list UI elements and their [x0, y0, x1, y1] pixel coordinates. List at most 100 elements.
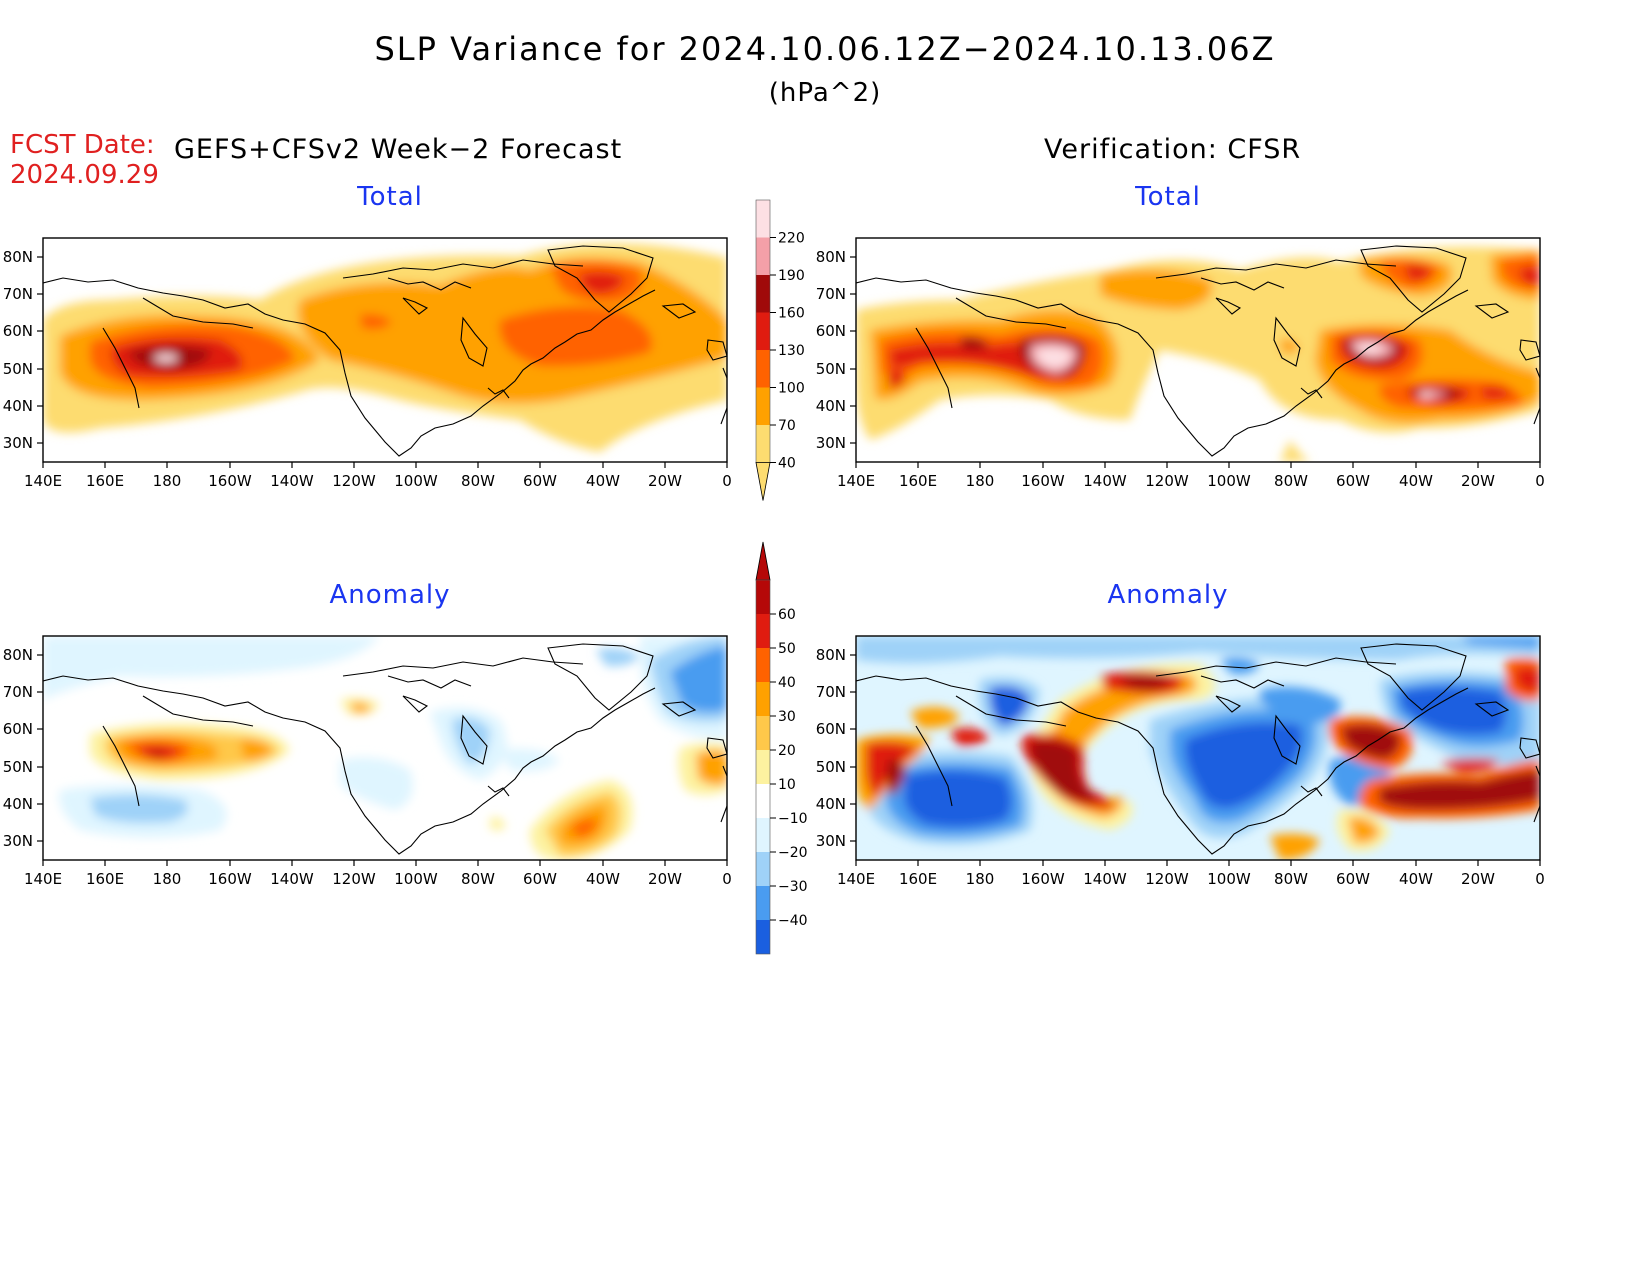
colorbar-swatch	[756, 716, 770, 750]
colorbar-label: 70	[778, 418, 796, 434]
fcst-label: FCST Date:	[10, 130, 155, 160]
lon-label: 100W	[394, 472, 438, 490]
lon-label: 140E	[837, 870, 875, 888]
lat-label: 70N	[816, 683, 846, 701]
lon-label: 20W	[1461, 472, 1495, 490]
lat-label: 50N	[3, 758, 33, 776]
lon-label: 160W	[208, 870, 252, 888]
lon-label: 20W	[648, 870, 682, 888]
forecast-anomaly-title: Anomaly	[329, 580, 451, 610]
lon-label: 140E	[837, 472, 875, 490]
colorbar-top-triangle	[755, 541, 771, 581]
lat-label: 50N	[3, 360, 33, 378]
lat-label: 60N	[816, 322, 846, 340]
lat-label: 80N	[816, 646, 846, 664]
lon-label: 140E	[24, 870, 62, 888]
lon-label: 120W	[332, 870, 376, 888]
lon-label: 160W	[1021, 870, 1065, 888]
colorbar-label: 60	[778, 607, 796, 623]
colorbar-label: 190	[778, 268, 805, 284]
colorbar-swatch	[756, 784, 770, 818]
colorbar-label: 10	[778, 777, 796, 793]
colorbar-total: 220 190 160 130 100 70 40	[755, 199, 805, 501]
lon-label: 0	[1535, 870, 1545, 888]
colorbar-swatch	[756, 237, 770, 275]
colorbar-anomaly: 60 50 40 30 20 10 −10 −20 −30 −40	[755, 541, 808, 955]
colorbar-label: 30	[778, 709, 796, 725]
lon-label: 20W	[648, 472, 682, 490]
lat-label: 70N	[3, 285, 33, 303]
lat-label: 60N	[3, 720, 33, 738]
lat-label: 50N	[816, 758, 846, 776]
lon-label: 140W	[1083, 870, 1127, 888]
colorbar-bottom-triangle	[755, 462, 771, 501]
lon-label: 140W	[1083, 472, 1127, 490]
units-label: (hPa^2)	[768, 78, 882, 108]
colorbar-label: −30	[778, 879, 808, 895]
colorbar-label: 130	[778, 343, 805, 359]
lon-label: 80W	[1274, 870, 1308, 888]
lat-label: 40N	[3, 795, 33, 813]
lat-label: 80N	[3, 248, 33, 266]
lon-label: 60W	[523, 870, 557, 888]
colorbar-swatch	[756, 614, 770, 648]
colorbar-swatch	[756, 425, 770, 463]
lon-label: 0	[1535, 472, 1545, 490]
lon-label: 60W	[1336, 870, 1370, 888]
lat-label: 40N	[3, 397, 33, 415]
lon-label: 160E	[899, 870, 937, 888]
lon-label: 80W	[461, 472, 495, 490]
colorbar-swatch	[756, 886, 770, 920]
colorbar-label: 220	[778, 231, 805, 247]
colorbar-swatch	[756, 200, 770, 238]
colorbar-swatch	[756, 312, 770, 350]
verification-total-map	[849, 237, 1541, 469]
fcst-date-label: FCST Date: 2024.09.29	[10, 130, 159, 190]
forecast-anomaly-map	[36, 635, 728, 867]
lon-label: 60W	[1336, 472, 1370, 490]
lat-label: 80N	[816, 248, 846, 266]
lon-label: 100W	[394, 870, 438, 888]
colorbar-label: 40	[778, 675, 796, 691]
lon-label: 100W	[1207, 472, 1251, 490]
colorbar-swatch	[756, 818, 770, 852]
colorbar-label: −20	[778, 845, 808, 861]
lon-label: 180	[153, 870, 182, 888]
lat-label: 30N	[3, 434, 33, 452]
colorbar-swatch	[756, 750, 770, 784]
lat-label: 30N	[3, 832, 33, 850]
colorbar-label: 40	[778, 456, 796, 472]
colorbar-outline	[755, 579, 771, 955]
forecast-total-title: Total	[357, 182, 423, 212]
lon-label: 20W	[1461, 870, 1495, 888]
lat-label: 80N	[3, 646, 33, 664]
lat-label: 30N	[816, 434, 846, 452]
lat-label: 50N	[816, 360, 846, 378]
lon-label: 120W	[1145, 870, 1189, 888]
lon-label: 160E	[86, 472, 124, 490]
colorbar-swatch	[756, 580, 770, 614]
forecast-total-map	[36, 237, 728, 469]
lat-label: 70N	[3, 683, 33, 701]
fcst-date: 2024.09.29	[10, 160, 159, 190]
lon-label: 120W	[332, 472, 376, 490]
lon-label: 160E	[86, 870, 124, 888]
lon-label: 140E	[24, 472, 62, 490]
lon-label: 100W	[1207, 870, 1251, 888]
lon-label: 80W	[1274, 472, 1308, 490]
figure-title: SLP Variance for 2024.10.06.12Z−2024.10.…	[374, 30, 1276, 68]
lat-label: 70N	[816, 285, 846, 303]
lon-label: 160W	[208, 472, 252, 490]
verification-anomaly-title: Anomaly	[1107, 580, 1229, 610]
colorbar-label: 50	[778, 641, 796, 657]
colorbar-swatch	[756, 275, 770, 313]
lon-label: 40W	[1399, 472, 1433, 490]
lon-label: 40W	[586, 472, 620, 490]
colorbar-label: −40	[778, 913, 808, 929]
colorbar-swatch	[756, 682, 770, 716]
lon-label: 40W	[586, 870, 620, 888]
colorbar-swatch	[756, 387, 770, 425]
colorbar-swatch	[756, 648, 770, 682]
lat-label: 40N	[816, 397, 846, 415]
